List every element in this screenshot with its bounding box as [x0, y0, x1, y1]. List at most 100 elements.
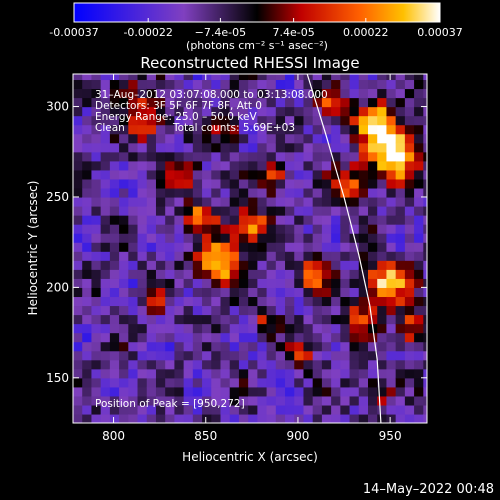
heatmap-cell	[377, 341, 388, 352]
heatmap-cell	[211, 260, 222, 270]
heatmap-cell	[266, 151, 277, 162]
heatmap-cell	[109, 206, 120, 216]
heatmap-cell	[220, 278, 231, 288]
heatmap-cell	[395, 124, 406, 135]
heatmap-cell	[285, 395, 295, 406]
heatmap-cell	[109, 368, 120, 379]
heatmap-cell	[266, 242, 277, 252]
heatmap-cell	[368, 350, 378, 361]
heatmap-cell	[257, 287, 268, 298]
heatmap-cell	[395, 106, 406, 117]
heatmap-cell	[192, 314, 203, 325]
heatmap-cell	[137, 151, 148, 162]
heatmap-cell	[423, 395, 427, 406]
heatmap-cell	[73, 151, 83, 162]
heatmap-cell	[257, 332, 268, 343]
heatmap-cell	[414, 151, 424, 162]
heatmap-cell	[257, 278, 268, 288]
heatmap-cell	[414, 133, 424, 144]
heatmap-cell	[395, 278, 406, 288]
heatmap-cell	[82, 224, 93, 234]
heatmap-cell	[423, 124, 427, 135]
heatmap-cell	[275, 359, 286, 370]
heatmap-cell	[331, 79, 341, 90]
heatmap-cell	[358, 74, 369, 81]
heatmap-cell	[91, 88, 102, 99]
heatmap-cell	[229, 233, 240, 243]
heatmap-cell	[73, 359, 83, 370]
heatmap-cell	[165, 305, 176, 316]
heatmap-cell	[303, 314, 314, 325]
heatmap-cell	[266, 224, 277, 234]
heatmap-cell	[82, 196, 93, 207]
heatmap-cell	[423, 350, 427, 361]
heatmap-cell	[414, 224, 424, 234]
heatmap-cell	[155, 251, 166, 261]
heatmap-cell	[155, 88, 166, 99]
heatmap-cell	[312, 251, 323, 261]
heatmap-cell	[238, 305, 249, 316]
heatmap-cell	[220, 413, 231, 423]
heatmap-cell	[358, 124, 369, 135]
heatmap-cell	[238, 368, 249, 379]
heatmap-cell	[395, 314, 406, 325]
heatmap-cell	[368, 368, 378, 379]
heatmap-cell	[358, 151, 369, 162]
heatmap-cell	[275, 74, 286, 81]
heatmap-cell	[257, 169, 268, 180]
heatmap-cell	[109, 404, 120, 415]
heatmap-cell	[109, 314, 120, 325]
heatmap-cell	[220, 187, 231, 198]
heatmap-cell	[257, 206, 268, 216]
heatmap-cell	[211, 133, 222, 144]
heatmap-cell	[238, 206, 249, 216]
heatmap-cell	[294, 79, 305, 90]
heatmap-cell	[91, 97, 102, 108]
heatmap-cell	[423, 260, 427, 270]
heatmap-cell	[100, 296, 111, 307]
heatmap-cell	[165, 160, 176, 171]
heatmap-cell	[238, 386, 249, 397]
heatmap-cell	[321, 97, 332, 108]
heatmap-cell	[202, 124, 212, 135]
heatmap-cell	[183, 350, 194, 361]
heatmap-cell	[303, 413, 314, 423]
solar-limb-curve	[306, 74, 382, 423]
heatmap-cell	[165, 233, 176, 243]
heatmap-cell	[211, 224, 222, 234]
heatmap-cell	[358, 404, 369, 415]
heatmap-cell	[174, 377, 185, 388]
heatmap-cell	[82, 215, 93, 225]
heatmap-cell	[331, 287, 341, 298]
heatmap-cell	[423, 115, 427, 126]
heatmap-cell	[349, 341, 360, 352]
heatmap-cell	[100, 368, 111, 379]
heatmap-cell	[229, 368, 240, 379]
heatmap-cell	[100, 350, 111, 361]
heatmap-cell	[321, 206, 332, 216]
heatmap-cell	[192, 106, 203, 117]
heatmap-cell	[91, 79, 102, 90]
heatmap-cell	[358, 332, 369, 343]
heatmap-cell	[183, 305, 194, 316]
heatmap-cell	[146, 88, 157, 99]
heatmap-cell	[368, 151, 378, 162]
heatmap-cell	[248, 215, 258, 225]
heatmap-cell	[294, 169, 305, 180]
heatmap-cell	[275, 251, 286, 261]
heatmap-cell	[100, 124, 111, 135]
heatmap-cell	[395, 160, 406, 171]
heatmap-cell	[248, 323, 258, 334]
heatmap-cell	[321, 269, 332, 279]
heatmap-cell	[321, 278, 332, 288]
heatmap-cell	[340, 115, 351, 126]
heatmap-cell	[377, 224, 388, 234]
heatmap-cell	[358, 359, 369, 370]
heatmap-cell	[220, 260, 231, 270]
heatmap-cell	[340, 278, 351, 288]
heatmap-cell	[248, 178, 258, 189]
heatmap-cell	[202, 251, 212, 261]
heatmap-cell	[146, 341, 157, 352]
heatmap-cell	[358, 296, 369, 307]
heatmap-cell	[377, 278, 388, 288]
